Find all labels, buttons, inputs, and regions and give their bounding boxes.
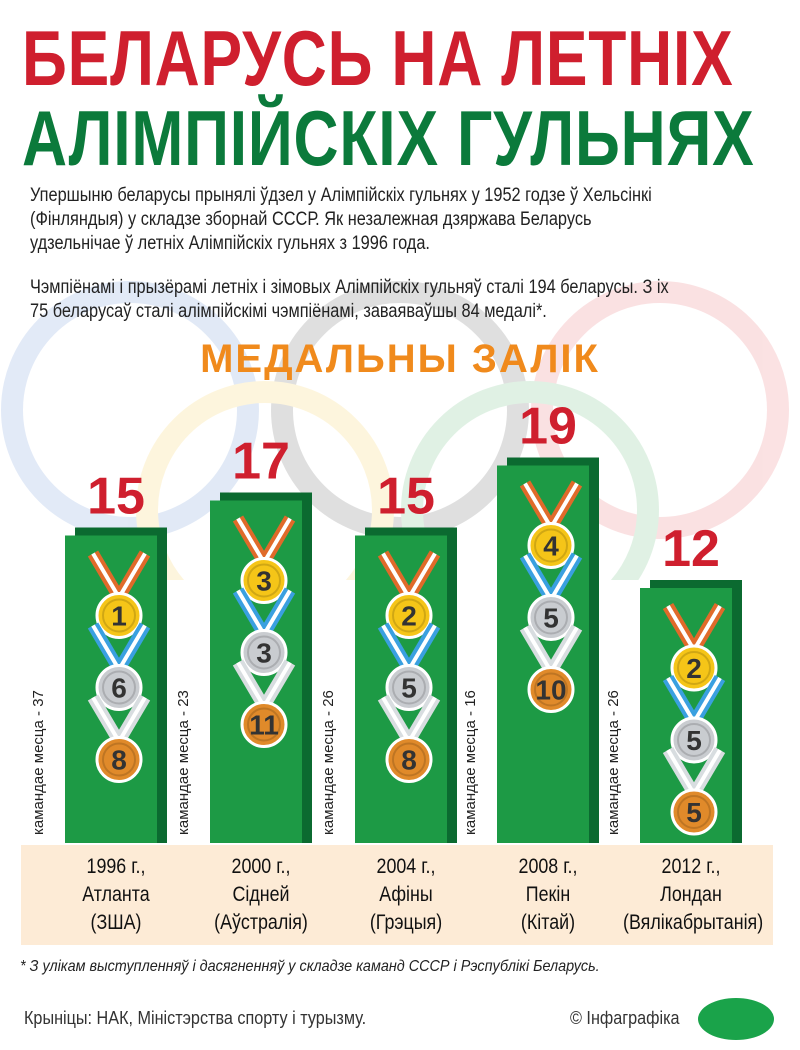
gold-medal: 1 <box>87 550 151 639</box>
city-year: 2004 г., <box>376 855 436 878</box>
city-country: (ЗША) <box>90 911 142 934</box>
title-line-2: АЛІМПІЙСКІХ ГУЛЬНЯХ <box>22 94 755 182</box>
city-label: 2008 г., Пекін (Кітай) <box>480 853 616 937</box>
bronze-count: 10 <box>535 675 566 706</box>
footnote: * З улікам выступленняў і дасягненняў у … <box>20 958 600 975</box>
gold-count: 3 <box>256 566 272 597</box>
silver-count: 5 <box>401 673 417 704</box>
city-label: 2012 г., Лондан (Вялікабрытанія) <box>623 853 764 937</box>
city-label: 2004 г., Афіны (Грэцыя) <box>338 853 474 937</box>
bronze-count: 8 <box>111 745 127 776</box>
intro-paragraph-2: Чэмпіёнамі і прызёрамі летніх і зімовых … <box>30 277 669 322</box>
total-label: 17 <box>232 433 290 491</box>
city-country: (Грэцыя) <box>369 911 443 934</box>
city-country: (Кітай) <box>520 911 576 934</box>
bronze-medal: 8 <box>87 694 151 783</box>
silver-count: 5 <box>543 603 559 634</box>
city-city: Пекін <box>525 883 571 906</box>
city-city: Афіны <box>379 883 433 906</box>
gold-medal: 3 <box>232 515 296 604</box>
city-label: 2000 г., Сідней (Аўстралія) <box>193 853 329 937</box>
gold-count: 2 <box>401 601 417 632</box>
gold-count: 1 <box>111 601 127 632</box>
total-label: 12 <box>662 520 720 578</box>
city-country: (Аўстралія) <box>214 911 308 934</box>
silver-count: 3 <box>256 638 272 669</box>
bronze-count: 5 <box>686 797 702 828</box>
silver-medal: 5 <box>662 674 726 764</box>
city-city: Сідней <box>232 883 290 906</box>
city-country: (Вялікабрытанія) <box>623 911 764 934</box>
total-label: 19 <box>519 398 577 456</box>
total-label: 15 <box>87 468 145 526</box>
bronze-medal: 8 <box>377 694 441 783</box>
silver-count: 6 <box>111 673 127 704</box>
bronze-medal: 5 <box>662 746 726 836</box>
gold-medal: 4 <box>519 480 583 569</box>
silver-medal: 5 <box>519 552 583 641</box>
silver-medal: 6 <box>87 622 151 711</box>
copyright: © Інфаграфіка <box>570 1008 680 1028</box>
sources: Крыніцы: НАК, Міністэрства спорту і туры… <box>24 1008 367 1028</box>
rank-label: камандае месца - 16 <box>462 690 479 835</box>
city-year: 2012 г., <box>661 855 721 878</box>
gold-medal: 2 <box>662 602 726 692</box>
rank-label: камандае месца - 26 <box>605 690 622 835</box>
bronze-medal: 11 <box>232 659 296 748</box>
silver-medal: 3 <box>232 587 296 676</box>
bronze-count: 8 <box>401 745 417 776</box>
rank-label: камандае месца - 37 <box>30 690 47 835</box>
city-year: 2000 г., <box>231 855 291 878</box>
silver-medal: 5 <box>377 622 441 711</box>
bronze-medal: 10 <box>519 624 583 713</box>
city-label: 1996 г., Атланта (ЗША) <box>48 853 184 937</box>
city-band <box>21 845 773 945</box>
city-city: Атланта <box>82 883 150 906</box>
chart-title: МЕДАЛЬНЫ ЗАЛІК <box>200 337 600 381</box>
city-city: Лондан <box>660 883 722 906</box>
city-year: 1996 г., <box>86 855 146 878</box>
gold-medal: 2 <box>377 550 441 639</box>
bronze-count: 11 <box>249 710 279 741</box>
total-label: 15 <box>377 468 435 526</box>
silver-count: 5 <box>686 725 702 756</box>
gold-count: 2 <box>686 653 702 684</box>
belta-logo <box>698 998 774 1040</box>
intro-paragraph-1: Упершыню беларусы прынялі ўдзел у Алімпі… <box>30 185 652 254</box>
city-year: 2008 г., <box>518 855 578 878</box>
rank-label: камандае месца - 26 <box>320 690 337 835</box>
rank-label: камандае месца - 23 <box>175 690 192 835</box>
title-line-1: БЕЛАРУСЬ НА ЛЕТНІХ <box>22 14 734 102</box>
gold-count: 4 <box>543 531 559 562</box>
